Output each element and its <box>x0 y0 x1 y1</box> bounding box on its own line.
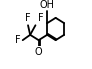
Text: F: F <box>38 13 43 23</box>
Text: F: F <box>25 13 31 23</box>
Text: OH: OH <box>40 0 55 10</box>
Text: O: O <box>35 47 43 57</box>
Text: F: F <box>15 35 21 45</box>
